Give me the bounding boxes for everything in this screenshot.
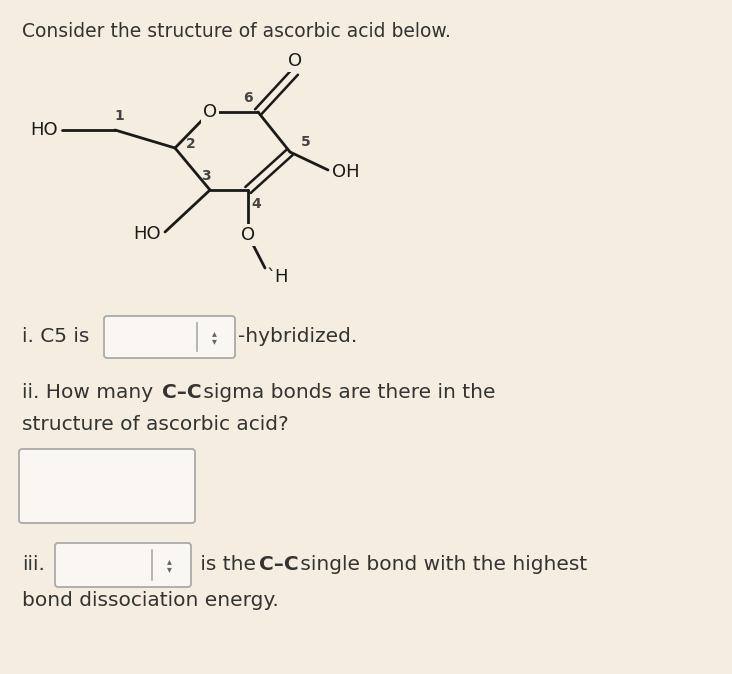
Text: ▴
▾: ▴ ▾ — [212, 328, 217, 346]
Text: structure of ascorbic acid?: structure of ascorbic acid? — [22, 415, 288, 435]
Text: C–C: C–C — [162, 383, 201, 402]
FancyBboxPatch shape — [55, 543, 191, 587]
Text: ▴
▾: ▴ ▾ — [168, 556, 172, 574]
Text: is the: is the — [194, 555, 262, 574]
Text: 3: 3 — [201, 169, 211, 183]
Text: 6: 6 — [243, 91, 253, 105]
Text: O: O — [241, 226, 255, 244]
Text: Consider the structure of ascorbic acid below.: Consider the structure of ascorbic acid … — [22, 22, 451, 41]
Text: 5: 5 — [301, 135, 311, 149]
Text: sigma bonds are there in the: sigma bonds are there in the — [197, 383, 496, 402]
Text: C–C: C–C — [259, 555, 299, 574]
Text: 2: 2 — [186, 137, 196, 151]
Text: 4: 4 — [251, 197, 261, 211]
Text: HO: HO — [30, 121, 58, 139]
Text: 1: 1 — [114, 109, 124, 123]
FancyBboxPatch shape — [104, 316, 235, 358]
Text: -hybridized.: -hybridized. — [238, 328, 357, 346]
Text: ii. How many: ii. How many — [22, 383, 160, 402]
Text: single bond with the highest: single bond with the highest — [294, 555, 587, 574]
Text: i. C5 is: i. C5 is — [22, 328, 96, 346]
Text: OH: OH — [332, 163, 359, 181]
Text: `H: `H — [267, 268, 289, 286]
Text: O: O — [203, 103, 217, 121]
Text: iii.: iii. — [22, 555, 45, 574]
Text: O: O — [288, 52, 302, 70]
FancyBboxPatch shape — [19, 449, 195, 523]
Text: bond dissociation energy.: bond dissociation energy. — [22, 590, 279, 609]
Text: HO: HO — [133, 225, 161, 243]
